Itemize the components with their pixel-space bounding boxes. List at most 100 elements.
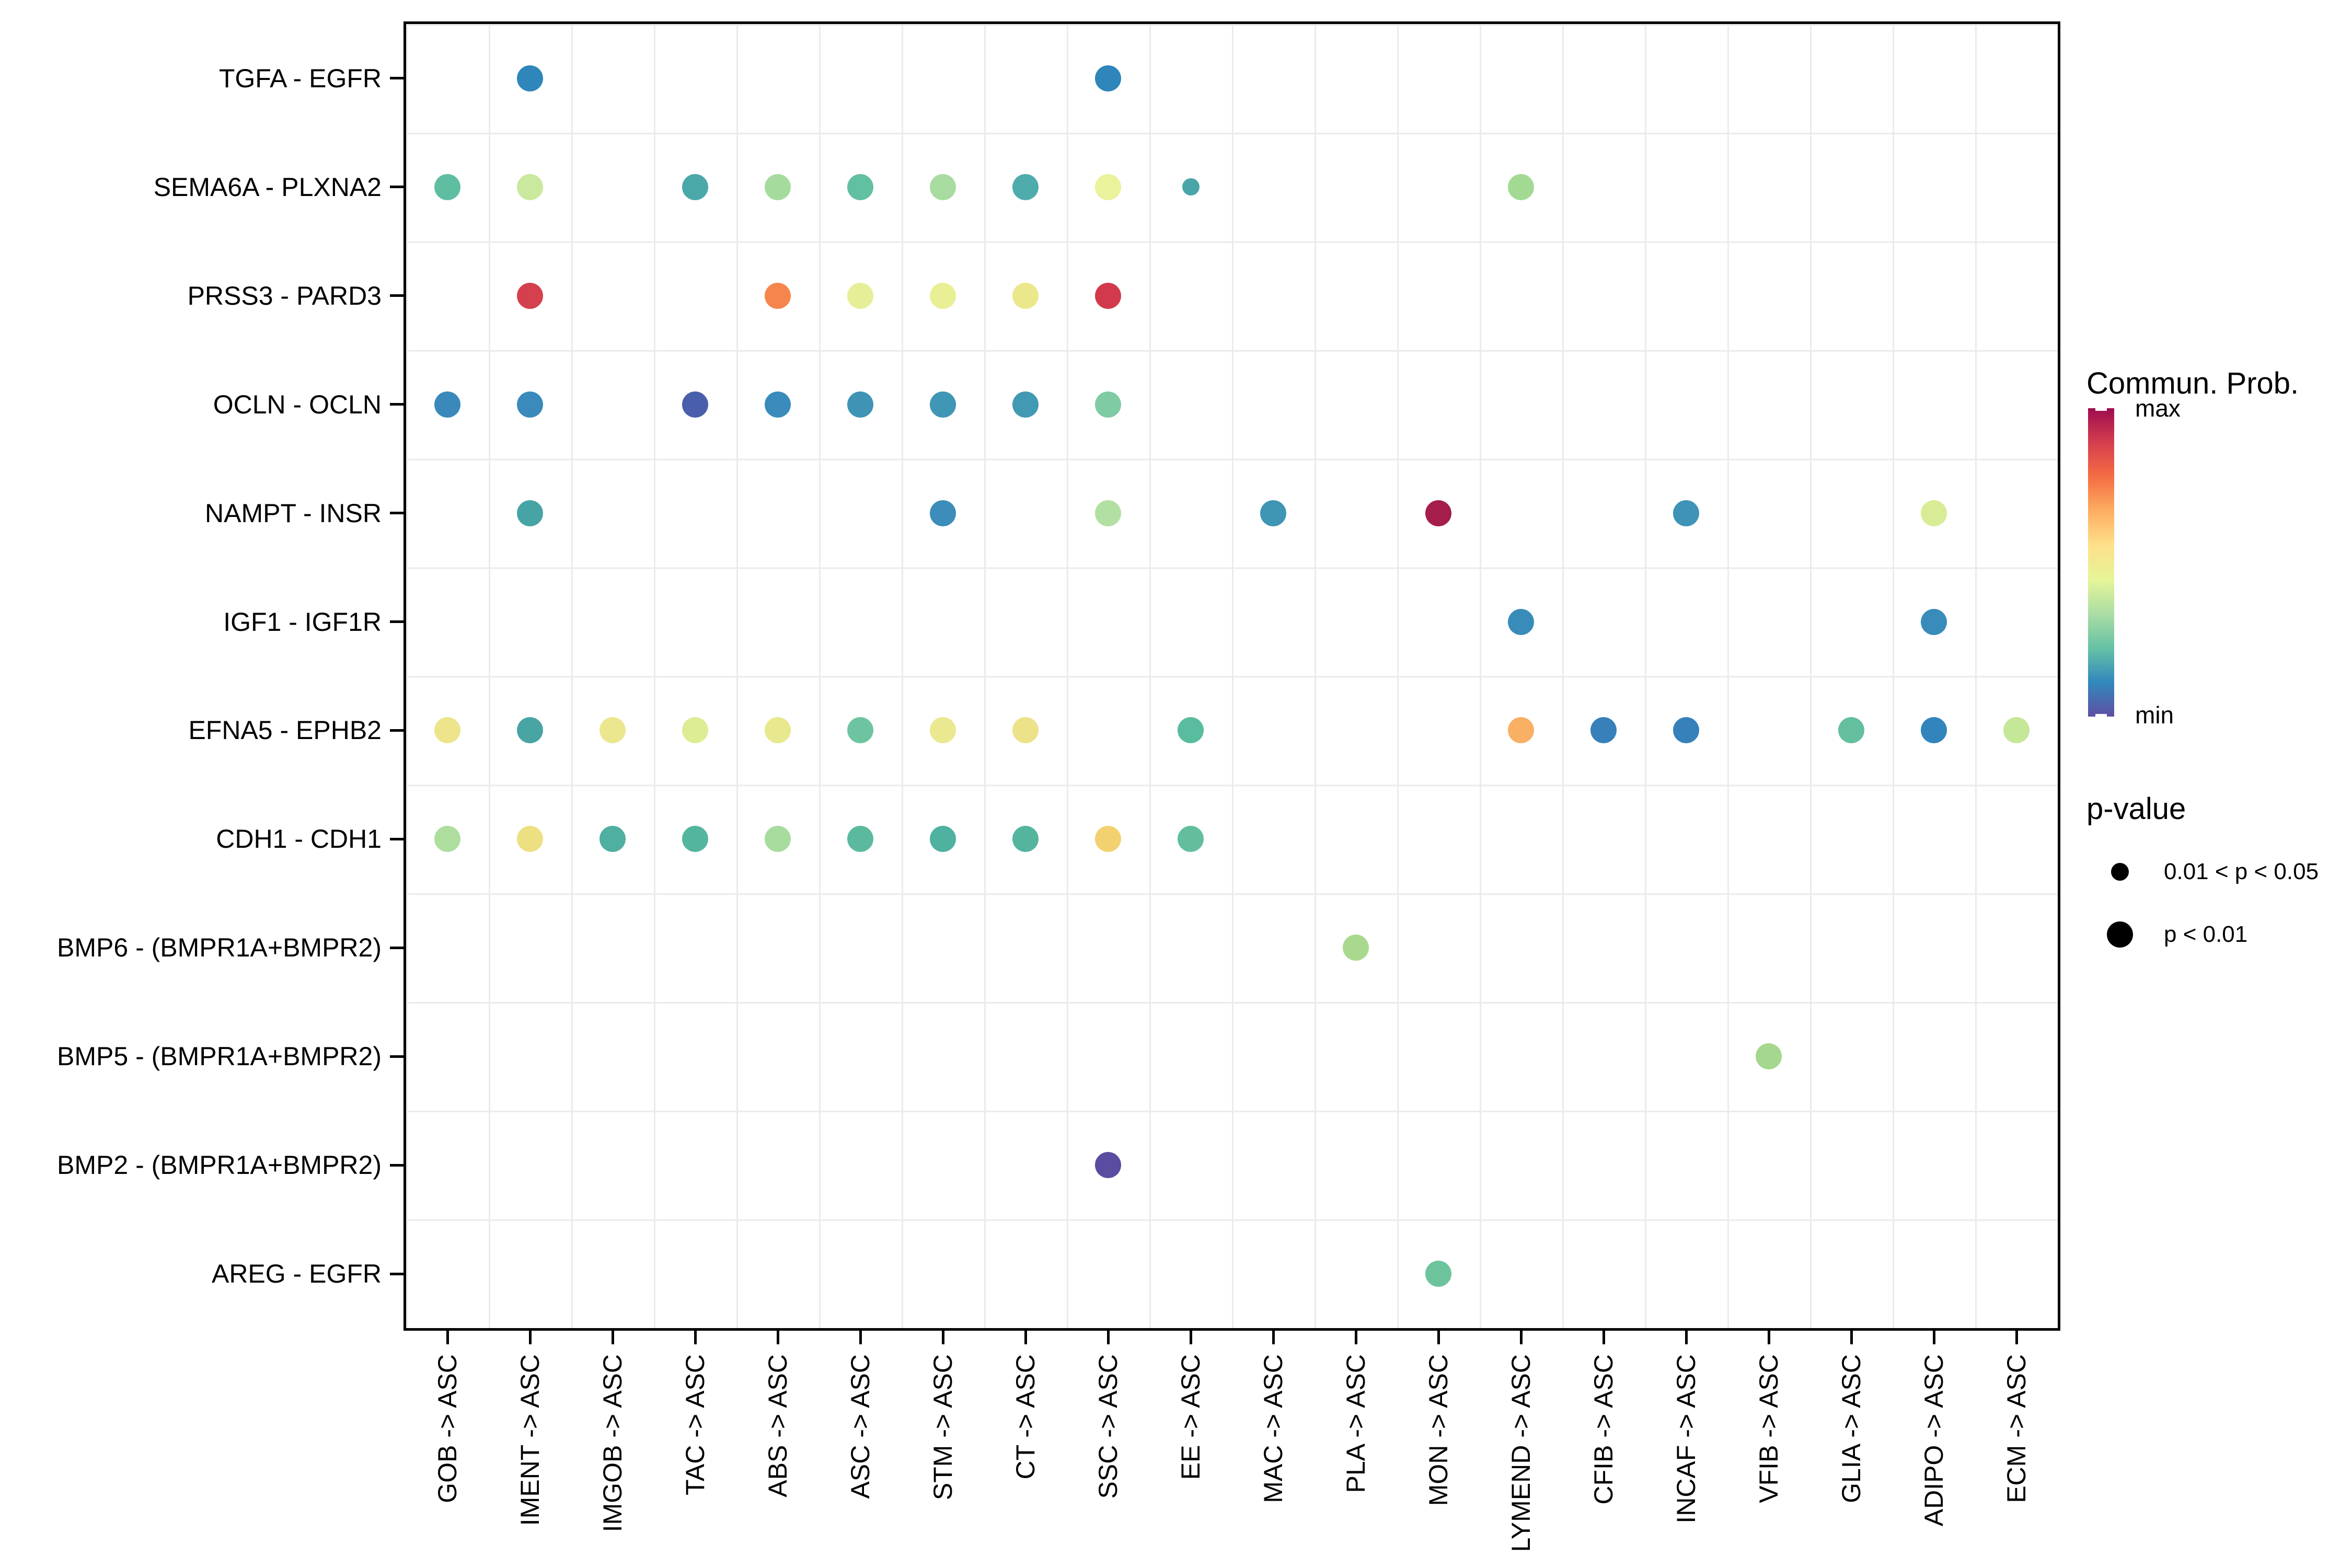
data-dot bbox=[1425, 500, 1451, 526]
data-dot bbox=[1012, 826, 1039, 852]
data-dot bbox=[765, 826, 791, 852]
y-axis-tick bbox=[390, 186, 403, 189]
y-axis-tick bbox=[390, 294, 403, 297]
data-dot bbox=[1095, 500, 1121, 526]
y-axis-tick bbox=[390, 512, 403, 515]
data-dot bbox=[1178, 826, 1204, 852]
data-dot bbox=[517, 826, 543, 852]
y-axis-tick bbox=[390, 1163, 403, 1167]
data-dot bbox=[682, 826, 708, 852]
data-dot bbox=[1921, 717, 1947, 744]
y-axis-tick bbox=[390, 403, 403, 406]
colorbar-max-label: max bbox=[2135, 395, 2181, 422]
pvalue-legend-title: p-value bbox=[2086, 792, 2186, 826]
data-dot bbox=[847, 282, 873, 309]
x-axis-tick bbox=[776, 1331, 779, 1344]
x-axis-tick bbox=[1024, 1331, 1027, 1344]
x-axis-label: CT -> ASC bbox=[1011, 1354, 1040, 1480]
x-axis-tick bbox=[1519, 1331, 1523, 1344]
y-axis-label: CDH1 - CDH1 bbox=[216, 824, 382, 854]
data-dot bbox=[1921, 500, 1947, 526]
x-axis-tick bbox=[1602, 1331, 1605, 1344]
x-axis-tick bbox=[1685, 1331, 1688, 1344]
data-dot bbox=[765, 391, 791, 418]
data-dot bbox=[1012, 717, 1039, 744]
data-dot bbox=[1921, 608, 1947, 635]
y-axis-tick bbox=[390, 837, 403, 840]
x-axis-label: IMENT -> ASC bbox=[515, 1354, 545, 1526]
x-axis-tick bbox=[941, 1331, 944, 1344]
x-axis-label: ASC -> ASC bbox=[846, 1354, 875, 1499]
data-dot bbox=[1095, 282, 1121, 309]
y-axis-label: IGF1 - IGF1R bbox=[223, 607, 382, 637]
y-axis-tick bbox=[390, 620, 403, 624]
x-axis-label: ECM -> ASC bbox=[2002, 1354, 2031, 1503]
colorbar-tick-top bbox=[2095, 408, 2107, 411]
x-axis-tick bbox=[1189, 1331, 1192, 1344]
y-axis-label: BMP6 - (BMPR1A+BMPR2) bbox=[57, 933, 382, 963]
y-axis-label: AREG - EGFR bbox=[211, 1259, 382, 1289]
y-axis-tick bbox=[390, 946, 403, 949]
colorbar-min-label: min bbox=[2135, 701, 2174, 729]
data-dot bbox=[682, 391, 708, 418]
y-axis-label: TGFA - EGFR bbox=[218, 63, 382, 93]
data-dot bbox=[1012, 391, 1039, 418]
y-axis-label: NAMPT - INSR bbox=[205, 498, 382, 528]
data-dot bbox=[1095, 174, 1121, 200]
data-dot bbox=[434, 174, 460, 200]
data-dot bbox=[1673, 500, 1699, 526]
pvalue-small-dot-icon bbox=[2111, 863, 2129, 881]
x-axis-label: INCAF -> ASC bbox=[1671, 1354, 1701, 1524]
x-axis-tick bbox=[859, 1331, 862, 1344]
colorbar-gradient bbox=[2088, 408, 2114, 717]
x-axis-label: LYMEND -> ASC bbox=[1506, 1354, 1536, 1552]
data-dot bbox=[765, 282, 791, 309]
x-axis-tick bbox=[1354, 1331, 1357, 1344]
x-axis-label: CFIB -> ASC bbox=[1589, 1354, 1618, 1505]
data-dot bbox=[1012, 174, 1039, 200]
data-dot bbox=[930, 826, 956, 852]
x-axis-tick bbox=[446, 1331, 449, 1344]
y-axis-label: PRSS3 - PARD3 bbox=[187, 281, 382, 310]
data-dot bbox=[847, 717, 873, 744]
x-axis-label: IMGOB -> ASC bbox=[598, 1354, 627, 1532]
x-axis-label: STM -> ASC bbox=[928, 1354, 958, 1501]
x-axis-tick bbox=[1272, 1331, 1275, 1344]
y-axis-tick bbox=[390, 729, 403, 732]
y-axis-tick bbox=[390, 77, 403, 80]
data-dot bbox=[682, 174, 708, 200]
x-axis-label: EE -> ASC bbox=[1176, 1354, 1205, 1480]
data-dot bbox=[847, 826, 873, 852]
data-dot bbox=[1095, 65, 1121, 91]
data-dot bbox=[1182, 178, 1200, 196]
x-axis-label: SSC -> ASC bbox=[1093, 1354, 1123, 1499]
y-axis-tick bbox=[390, 1055, 403, 1058]
pvalue-large-dot-icon bbox=[2107, 921, 2133, 948]
x-axis-label: GOB -> ASC bbox=[433, 1354, 462, 1503]
data-dot bbox=[930, 391, 956, 418]
y-axis-label: BMP2 - (BMPR1A+BMPR2) bbox=[57, 1150, 382, 1180]
data-dot bbox=[1508, 174, 1534, 200]
x-axis-tick bbox=[1850, 1331, 1853, 1344]
x-axis-label: GLIA -> ASC bbox=[1837, 1354, 1866, 1503]
x-axis-label: ABS -> ASC bbox=[763, 1354, 792, 1497]
data-dot bbox=[930, 174, 956, 200]
x-axis-label: TAC -> ASC bbox=[681, 1354, 710, 1495]
data-dot bbox=[1673, 717, 1699, 744]
data-dot bbox=[1590, 717, 1617, 744]
data-dot bbox=[599, 717, 626, 744]
data-dot bbox=[1178, 717, 1204, 744]
data-dot bbox=[682, 717, 708, 744]
x-axis-tick bbox=[1932, 1331, 1935, 1344]
y-axis-tick bbox=[390, 1272, 403, 1275]
x-axis-label: VFIB -> ASC bbox=[1754, 1354, 1783, 1503]
pvalue-small-label: 0.01 < p < 0.05 bbox=[2164, 859, 2319, 884]
data-dot bbox=[1425, 1261, 1451, 1287]
data-dot bbox=[517, 174, 543, 200]
data-dot bbox=[434, 826, 460, 852]
data-dot bbox=[847, 174, 873, 200]
x-axis-tick bbox=[1767, 1331, 1770, 1344]
pvalue-large-label: p < 0.01 bbox=[2164, 921, 2248, 947]
data-dot bbox=[1095, 1152, 1121, 1179]
